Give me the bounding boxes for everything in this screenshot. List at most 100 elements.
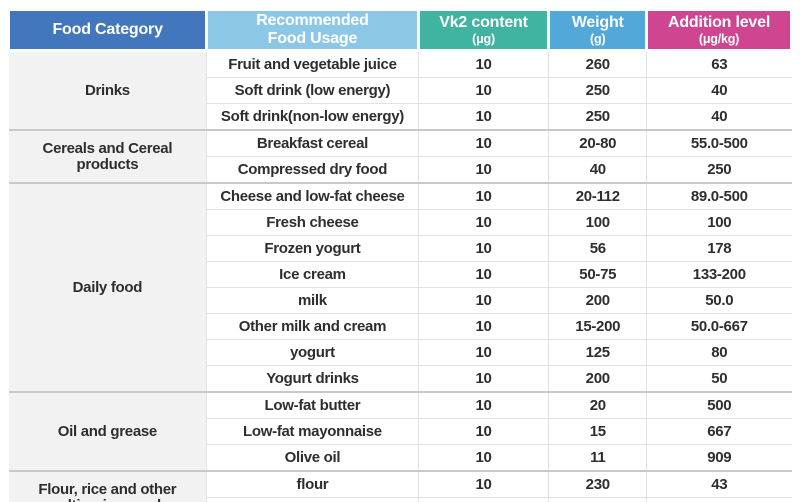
table-row: Olive oil 10 11 909 <box>9 444 792 471</box>
column-header-unit: (g) <box>590 31 606 46</box>
addition-level-cell: 250 <box>646 156 792 183</box>
column-header-label: Recommended Food Usage <box>256 12 369 47</box>
vk2-food-addition-table: Food Category Recommended Food Usage Vk2… <box>6 8 793 502</box>
table-row: Cereals and Cereal products Breakfast cer… <box>8 129 792 183</box>
vk2-content-cell: 10 <box>417 418 549 445</box>
weight-cell: 15-200 <box>548 313 647 340</box>
addition-level-cell: 500 <box>646 391 792 419</box>
weight-cell: 15 <box>548 418 647 445</box>
table-row: Frozen yogurt 10 56 178 <box>9 235 792 262</box>
table-row: Ice cream 10 50-75 133-200 <box>9 261 792 288</box>
addition-level-cell: 55.0-500 <box>646 129 792 157</box>
column-header-addition-level: Addition level (μg/kg) <box>645 8 793 52</box>
usage-cell: Low-fat butter <box>206 391 419 419</box>
table-row: Low-fat mayonnaise 10 15 667 <box>9 418 792 445</box>
vk2-content-cell: 10 <box>417 339 549 366</box>
table-row: Soft drink(non-low energy) 10 250 40 <box>9 103 792 130</box>
addition-level-cell: 50.0 <box>646 287 792 314</box>
table-row: Soft drink (low energy) 10 250 40 <box>9 77 792 104</box>
category-cell: Oil and grease <box>8 391 207 471</box>
table-row: Drinks Fruit and vegetable juice 10 260 63 <box>8 49 792 130</box>
usage-cell: Fresh cheese <box>206 209 419 236</box>
column-header-vk2-content: Vk2 content (μg) <box>416 8 551 52</box>
weight-cell: 125 <box>548 339 647 366</box>
vk2-content-cell: 10 <box>417 209 549 236</box>
weight-cell: 56 <box>548 235 647 262</box>
vk2-content-cell: 10 <box>417 497 549 502</box>
column-header-label: Food Category <box>52 21 163 39</box>
weight-cell: 20-112 <box>548 182 647 210</box>
vk2-content-cell: 10 <box>417 261 549 288</box>
vk2-content-cell: 10 <box>417 129 549 157</box>
addition-level-cell: 40 <box>646 103 792 130</box>
usage-cell: flour <box>206 470 419 498</box>
vk2-content-cell: 10 <box>417 444 549 471</box>
usage-cell: Frozen yogurt <box>206 235 419 262</box>
weight-cell: 100 <box>548 209 647 236</box>
column-header-unit: (μg/kg) <box>698 31 740 46</box>
vk2-content-cell: 10 <box>417 49 549 78</box>
addition-level-cell: 50 <box>646 365 792 392</box>
addition-level-cell: 50.0-667 <box>646 313 792 340</box>
weight-cell: 11 <box>548 444 647 471</box>
addition-level-cell: 909 <box>646 444 792 471</box>
vk2-content-cell: 10 <box>417 313 549 340</box>
usage-cell: Soft drink (low energy) <box>206 77 419 104</box>
vk2-content-cell: 10 <box>417 103 549 130</box>
weight-cell: 230 <box>548 470 647 498</box>
usage-cell: Yogurt drinks <box>206 365 419 392</box>
vk2-content-cell: 10 <box>417 156 549 183</box>
column-header-label: Vk2 content <box>439 14 528 32</box>
column-header-food-category: Food Category <box>6 8 209 52</box>
category-cell: Daily food <box>8 182 207 392</box>
usage-cell: Olive oil <box>206 444 419 471</box>
table-row: milk 10 200 50.0 <box>9 287 792 314</box>
vk2-content-cell: 10 <box>417 470 549 498</box>
column-header-label: Weight <box>571 14 624 32</box>
table-row: Fresh cheese 10 100 100 <box>9 209 792 236</box>
category-cell: Cereals and Cereal products <box>8 129 207 183</box>
vk2-content-cell: 10 <box>417 77 549 104</box>
table-row: Daily food Cheese and low-fat cheese 10 20-… <box>8 182 792 392</box>
table-row: Pizza crust1055181 <box>9 497 792 502</box>
table-row: yogurt 10 125 80 <box>9 339 792 366</box>
column-header-weight: Weight (g) <box>547 8 649 52</box>
addition-level-cell: 181 <box>646 497 792 502</box>
addition-level-cell: 43 <box>646 470 792 498</box>
usage-cell: Other milk and cream <box>206 313 419 340</box>
category-cell: Flour, rice and other multigrain cereals <box>8 470 207 502</box>
weight-cell: 50-75 <box>548 261 647 288</box>
addition-level-cell: 178 <box>646 235 792 262</box>
addition-level-cell: 89.0-500 <box>646 182 792 210</box>
table-row: Yogurt drinks 10 200 50 <box>9 365 792 392</box>
usage-cell: milk <box>206 287 419 314</box>
table-row: Compressed dry food 10 40 250 <box>9 156 792 183</box>
weight-cell: 20-80 <box>548 129 647 157</box>
table-row: Other milk and cream 10 15-200 50.0-667 <box>9 313 792 340</box>
addition-level-cell: 40 <box>646 77 792 104</box>
category-cell: Drinks <box>8 49 207 130</box>
weight-cell: 250 <box>548 103 647 130</box>
weight-cell: 55 <box>548 497 647 502</box>
usage-cell: Soft drink(non-low energy) <box>206 103 419 130</box>
usage-cell: yogurt <box>206 339 419 366</box>
vk2-content-cell: 10 <box>417 182 549 210</box>
usage-cell: Fruit and vegetable juice <box>206 49 419 78</box>
usage-cell: Pizza crust <box>206 497 419 502</box>
weight-cell: 250 <box>548 77 647 104</box>
vk2-content-cell: 10 <box>417 365 549 392</box>
vk2-content-cell: 10 <box>417 287 549 314</box>
weight-cell: 40 <box>548 156 647 183</box>
header-row: Food Category Recommended Food Usage Vk2… <box>6 8 793 52</box>
vk2-content-cell: 10 <box>417 235 549 262</box>
usage-cell: Ice cream <box>206 261 419 288</box>
addition-level-cell: 63 <box>646 49 792 78</box>
weight-cell: 20 <box>548 391 647 419</box>
usage-cell: Breakfast cereal <box>206 129 419 157</box>
addition-level-cell: 667 <box>646 418 792 445</box>
weight-cell: 200 <box>548 365 647 392</box>
vk2-content-cell: 10 <box>417 391 549 419</box>
usage-cell: Low-fat mayonnaise <box>206 418 419 445</box>
column-header-unit: (μg) <box>472 31 495 46</box>
weight-cell: 200 <box>548 287 647 314</box>
